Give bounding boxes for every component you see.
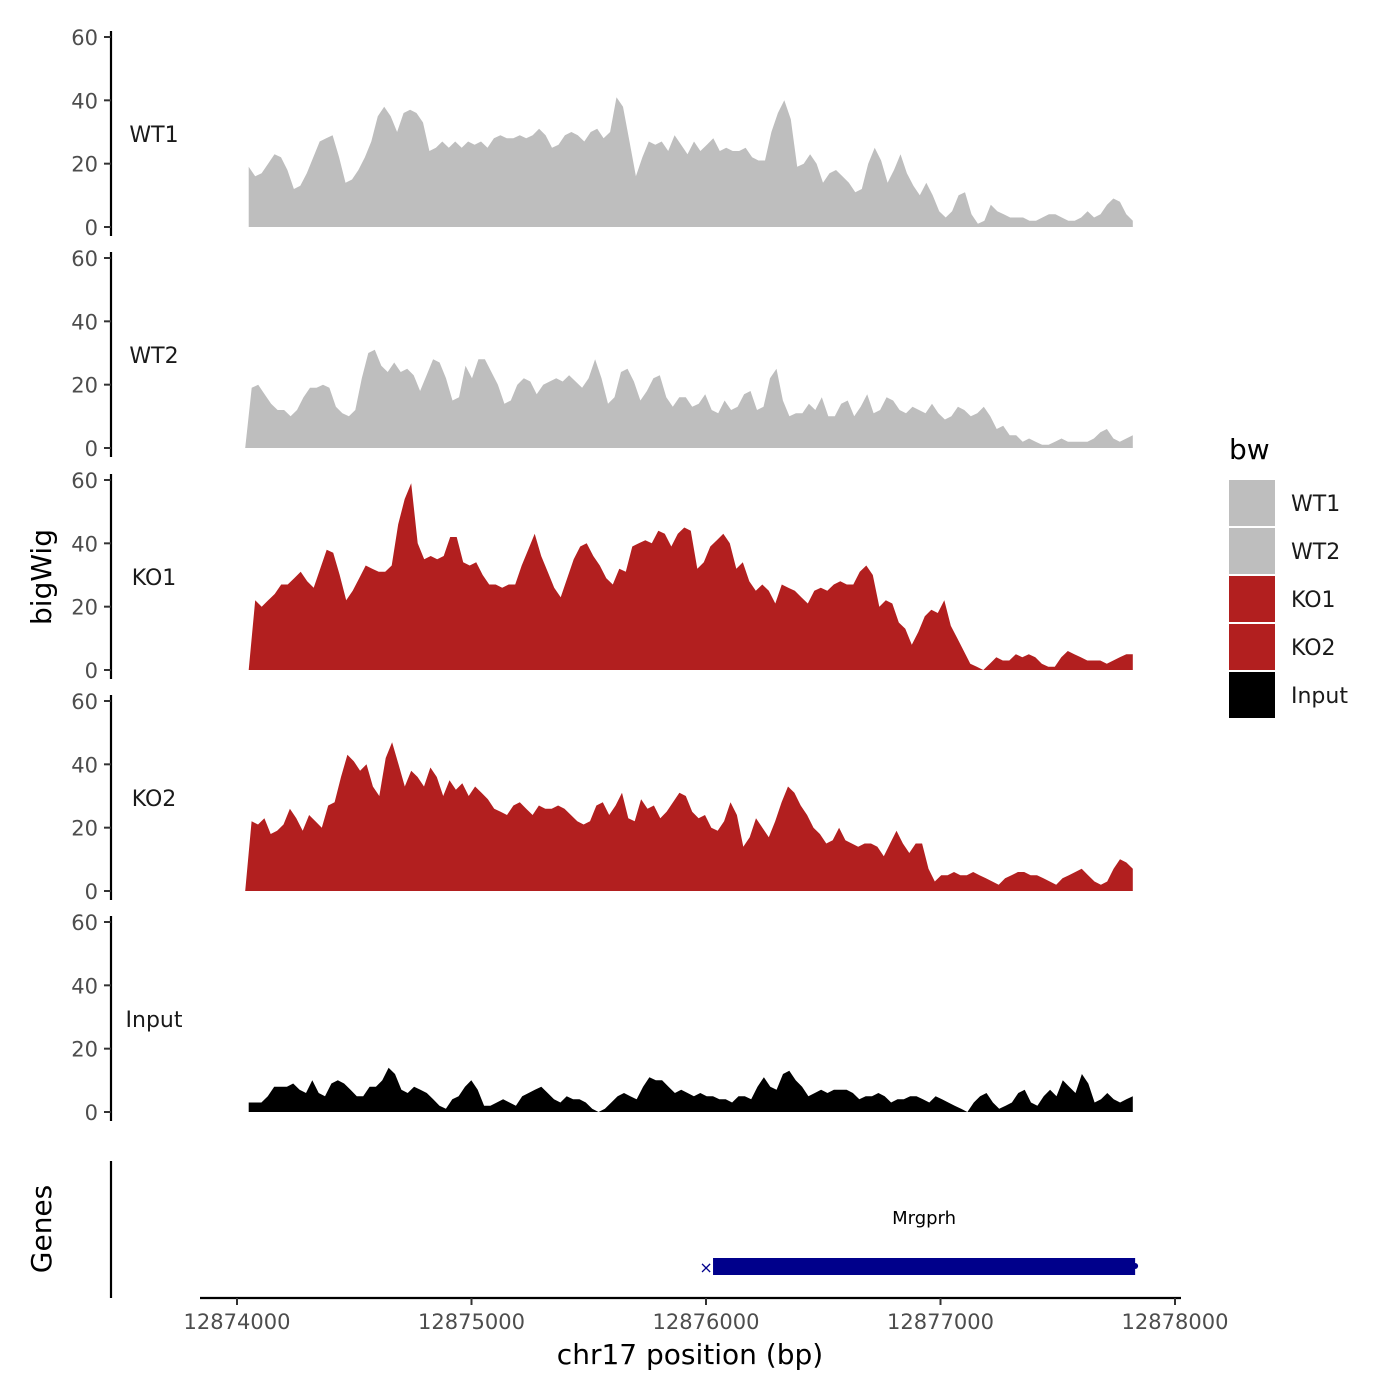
area-ko2 (245, 742, 1133, 891)
gene-start-marker: × (699, 1258, 712, 1277)
area-wt1 (248, 97, 1133, 227)
legend-swatch (1229, 624, 1275, 670)
y-tick-label: 20 (71, 374, 98, 398)
legend-item-wt2: WT2 (1229, 528, 1340, 574)
track-panels: 0 20 40 60 WT1 0 20 40 60 WT2 0 20 40 60 KO1 0 20 40 60 KO2… (71, 26, 1133, 1125)
y-axis-title: bigWig (25, 529, 58, 625)
area-input (248, 1067, 1133, 1112)
gene-end-marker (1132, 1263, 1139, 1269)
panel-label-ko2: KO2 (132, 787, 177, 812)
legend-swatch (1229, 672, 1275, 718)
genes-axis-title: Genes (25, 1185, 58, 1273)
panel-label-wt2: WT2 (129, 344, 178, 369)
panel-label-ko1: KO1 (132, 566, 177, 591)
area-ko1 (248, 483, 1133, 670)
legend-label: KO1 (1291, 588, 1336, 613)
y-tick-label: 40 (71, 532, 98, 556)
legend-item-ko1: KO1 (1229, 576, 1336, 622)
track-panel-input: 0 20 40 60 Input (71, 911, 1133, 1125)
y-tick-label: 40 (71, 753, 98, 777)
legend-label: WT2 (1291, 540, 1340, 565)
y-tick-label: 0 (85, 880, 98, 904)
legend-title: bw (1229, 433, 1270, 466)
y-tick-label: 20 (71, 153, 98, 177)
legend-label: WT1 (1291, 492, 1340, 517)
gene-label: Mrgprh (892, 1208, 956, 1229)
x-tick-label: 12875000 (418, 1310, 525, 1334)
y-tick-label: 60 (71, 26, 98, 50)
panel-label-input: Input (126, 1008, 183, 1033)
legend-item-ko2: KO2 (1229, 624, 1336, 670)
legend: bw WT1 WT2 KO1 KO2 Input (1229, 433, 1348, 718)
gene-bar-mrgprh (713, 1258, 1136, 1275)
legend-swatch (1229, 528, 1275, 574)
area-wt2 (245, 349, 1133, 448)
y-tick-label: 60 (71, 911, 98, 935)
genes-panel: × Mrgprh 12874000 12875000 12876000 12877000… (25, 1161, 1228, 1334)
y-tick-label: 0 (85, 1101, 98, 1125)
y-tick-label: 0 (85, 437, 98, 461)
track-panel-ko2: 0 20 40 60 KO2 (71, 690, 1133, 904)
y-tick-label: 40 (71, 89, 98, 113)
y-tick-label: 0 (85, 216, 98, 240)
y-tick-label: 40 (71, 310, 98, 334)
x-tick-label: 12878000 (1122, 1310, 1229, 1334)
y-tick-label: 60 (71, 469, 98, 493)
legend-item-input: Input (1229, 672, 1348, 718)
x-axis-title: chr17 position (bp) (557, 1338, 823, 1371)
y-tick-label: 60 (71, 247, 98, 271)
x-ticks: 12874000 12875000 12876000 12877000 12878000 (184, 1298, 1229, 1334)
y-tick-label: 0 (85, 659, 98, 683)
x-tick-label: 12876000 (653, 1310, 760, 1334)
x-tick-label: 12877000 (887, 1310, 994, 1334)
legend-label: Input (1291, 684, 1348, 709)
y-tick-label: 20 (71, 1038, 98, 1062)
legend-swatch (1229, 480, 1275, 526)
y-tick-label: 20 (71, 596, 98, 620)
y-tick-label: 60 (71, 690, 98, 714)
legend-label: KO2 (1291, 636, 1336, 661)
panel-label-wt1: WT1 (129, 123, 178, 148)
legend-swatch (1229, 576, 1275, 622)
y-tick-label: 20 (71, 817, 98, 841)
x-tick-label: 12874000 (184, 1310, 291, 1334)
legend-item-wt1: WT1 (1229, 480, 1340, 526)
track-panel-wt1: 0 20 40 60 WT1 (71, 26, 1133, 240)
y-tick-label: 40 (71, 974, 98, 998)
track-panel-wt2: 0 20 40 60 WT2 (71, 247, 1133, 461)
track-panel-ko1: 0 20 40 60 KO1 (71, 469, 1133, 683)
